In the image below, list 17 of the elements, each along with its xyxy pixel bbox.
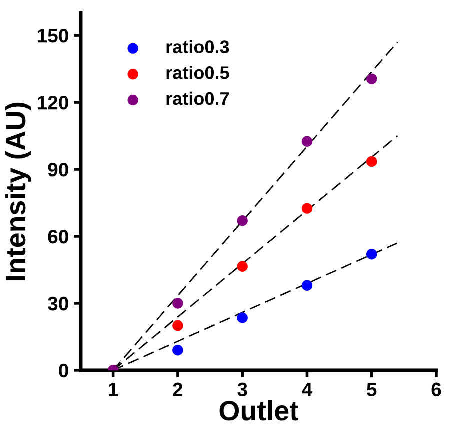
y-tick-label: 30 — [48, 296, 68, 311]
x-tick-label: 3 — [238, 382, 248, 397]
legend-label: ratio0.7 — [166, 92, 230, 106]
x-tick-label: 5 — [367, 382, 377, 397]
y-tick-label: 120 — [38, 96, 68, 110]
y-tick-label: 90 — [48, 162, 68, 177]
y-axis-title: Intensity (AU) — [5, 102, 32, 280]
x-tick-label: 2 — [173, 382, 183, 396]
x-tick-label: 4 — [302, 382, 313, 396]
y-tick-label: 0 — [59, 364, 68, 378]
legend-label: ratio0.5 — [166, 66, 230, 80]
x-axis-title: Outlet — [220, 400, 299, 421]
x-tick-label: 1 — [109, 382, 118, 396]
y-tick-label: 60 — [48, 230, 68, 244]
y-tick-label: 150 — [38, 29, 68, 43]
legend-label: ratio0.3 — [166, 40, 230, 54]
x-tick-label: 6 — [432, 382, 442, 397]
